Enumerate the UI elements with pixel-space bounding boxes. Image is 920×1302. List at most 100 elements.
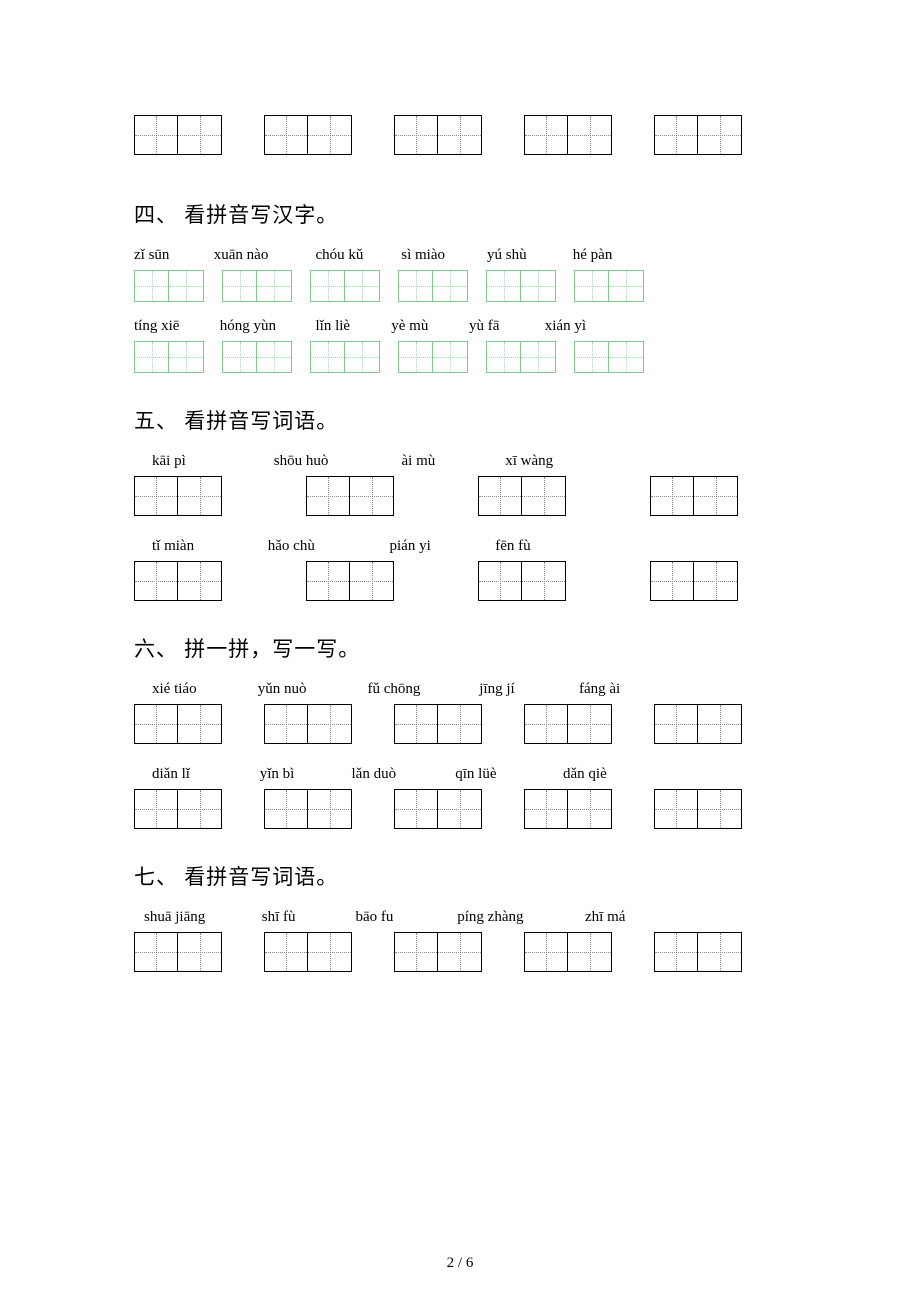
box-row — [134, 341, 786, 373]
char-box-green[interactable] — [574, 341, 644, 373]
box-row — [134, 789, 786, 829]
box-row — [134, 561, 786, 601]
pinyin: qīn lüè — [455, 766, 559, 783]
char-box-green[interactable] — [486, 341, 556, 373]
section-4: 四、 看拼音写汉字。 zǐ sūn xuān nào chóu kǔ sì mi… — [134, 199, 786, 373]
char-box[interactable] — [478, 476, 566, 516]
pinyin: xié tiáo — [152, 681, 254, 698]
pinyin: hǎo chù — [268, 538, 386, 555]
pinyin-row: shuā jiāng shī fù bāo fu píng zhàng zhī … — [134, 909, 786, 926]
char-box[interactable] — [306, 561, 394, 601]
pinyin-row: kāi pì shōu huò ài mù xī wàng — [134, 453, 786, 470]
char-box-green[interactable] — [222, 270, 292, 302]
pinyin: yǔn nuò — [258, 681, 364, 698]
pinyin: píng zhàng — [457, 909, 581, 926]
char-box[interactable] — [654, 115, 742, 155]
pinyin: hé pàn — [573, 247, 613, 264]
pinyin: shuā jiāng — [144, 909, 258, 926]
pinyin-row: xié tiáo yǔn nuò fǔ chōng jīng jí fáng à… — [134, 681, 786, 698]
box-row — [134, 704, 786, 744]
box-row — [134, 476, 786, 516]
char-box[interactable] — [650, 476, 738, 516]
pinyin: diǎn lǐ — [152, 766, 256, 783]
char-box[interactable] — [654, 704, 742, 744]
pinyin: yù fā — [469, 318, 541, 335]
char-box[interactable] — [134, 561, 222, 601]
pinyin: lǎn duò — [352, 766, 452, 783]
pinyin: fēn fù — [495, 538, 530, 555]
char-box-green[interactable] — [310, 341, 380, 373]
pinyin: kāi pì — [152, 453, 270, 470]
char-box[interactable] — [264, 704, 352, 744]
char-box-green[interactable] — [134, 270, 204, 302]
pinyin-row: zǐ sūn xuān nào chóu kǔ sì miào yú shù h… — [134, 247, 786, 264]
section-title: 七、 看拼音写词语。 — [134, 861, 786, 891]
section-title: 四、 看拼音写汉字。 — [134, 199, 786, 229]
pinyin: yè mù — [391, 318, 465, 335]
char-box[interactable] — [134, 115, 222, 155]
pinyin: yú shù — [487, 247, 569, 264]
char-box[interactable] — [394, 704, 482, 744]
pinyin: tíng xiē — [134, 318, 216, 335]
char-box[interactable] — [650, 561, 738, 601]
pinyin: tǐ miàn — [152, 538, 264, 555]
char-box[interactable] — [654, 789, 742, 829]
box-row — [134, 932, 786, 972]
char-box-green[interactable] — [574, 270, 644, 302]
pinyin: zǐ sūn — [134, 247, 210, 264]
pinyin-row: diǎn lǐ yǐn bì lǎn duò qīn lüè dǎn qiè — [134, 766, 786, 783]
section-title: 六、 拼一拼，写一写。 — [134, 633, 786, 663]
char-box[interactable] — [264, 932, 352, 972]
char-box[interactable] — [134, 704, 222, 744]
pinyin: xián yì — [545, 318, 586, 335]
char-box[interactable] — [654, 932, 742, 972]
pinyin: zhī má — [585, 909, 625, 926]
box-row — [134, 270, 786, 302]
char-box[interactable] — [524, 704, 612, 744]
pinyin: sì miào — [401, 247, 483, 264]
pinyin: jīng jí — [479, 681, 575, 698]
section-6: 六、 拼一拼，写一写。 xié tiáo yǔn nuò fǔ chōng jī… — [134, 633, 786, 829]
char-box-green[interactable] — [310, 270, 380, 302]
char-box[interactable] — [134, 476, 222, 516]
char-box-green[interactable] — [222, 341, 292, 373]
char-box[interactable] — [306, 476, 394, 516]
page-number: 2 / 6 — [0, 1255, 920, 1272]
char-box[interactable] — [524, 115, 612, 155]
worksheet-page: 四、 看拼音写汉字。 zǐ sūn xuān nào chóu kǔ sì mi… — [0, 0, 920, 1302]
char-box[interactable] — [524, 789, 612, 829]
pinyin-row: tíng xiē hóng yùn lǐn liè yè mù yù fā xi… — [134, 318, 786, 335]
pinyin: dǎn qiè — [563, 766, 607, 783]
pinyin: xī wàng — [505, 453, 553, 470]
section-title: 五、 看拼音写词语。 — [134, 405, 786, 435]
pinyin: ài mù — [402, 453, 502, 470]
char-box[interactable] — [394, 789, 482, 829]
top-box-row — [134, 115, 786, 155]
pinyin: shōu huò — [274, 453, 398, 470]
char-box-green[interactable] — [398, 341, 468, 373]
pinyin: yǐn bì — [260, 766, 348, 783]
char-box-green[interactable] — [486, 270, 556, 302]
char-box[interactable] — [134, 932, 222, 972]
pinyin: xuān nào — [214, 247, 312, 264]
pinyin: lǐn liè — [316, 318, 388, 335]
char-box[interactable] — [134, 789, 222, 829]
char-box[interactable] — [264, 115, 352, 155]
pinyin: chóu kǔ — [316, 247, 398, 264]
char-box[interactable] — [264, 789, 352, 829]
char-box-green[interactable] — [134, 341, 204, 373]
pinyin: fǔ chōng — [368, 681, 476, 698]
char-box[interactable] — [394, 115, 482, 155]
section-5: 五、 看拼音写词语。 kāi pì shōu huò ài mù xī wàng… — [134, 405, 786, 601]
pinyin: hóng yùn — [220, 318, 312, 335]
pinyin-row: tǐ miàn hǎo chù pián yi fēn fù — [134, 538, 786, 555]
section-7: 七、 看拼音写词语。 shuā jiāng shī fù bāo fu píng… — [134, 861, 786, 972]
pinyin: pián yi — [390, 538, 492, 555]
char-box-green[interactable] — [398, 270, 468, 302]
pinyin: bāo fu — [356, 909, 454, 926]
char-box[interactable] — [524, 932, 612, 972]
pinyin: shī fù — [262, 909, 352, 926]
char-box[interactable] — [394, 932, 482, 972]
char-box[interactable] — [478, 561, 566, 601]
pinyin: fáng ài — [579, 681, 620, 698]
